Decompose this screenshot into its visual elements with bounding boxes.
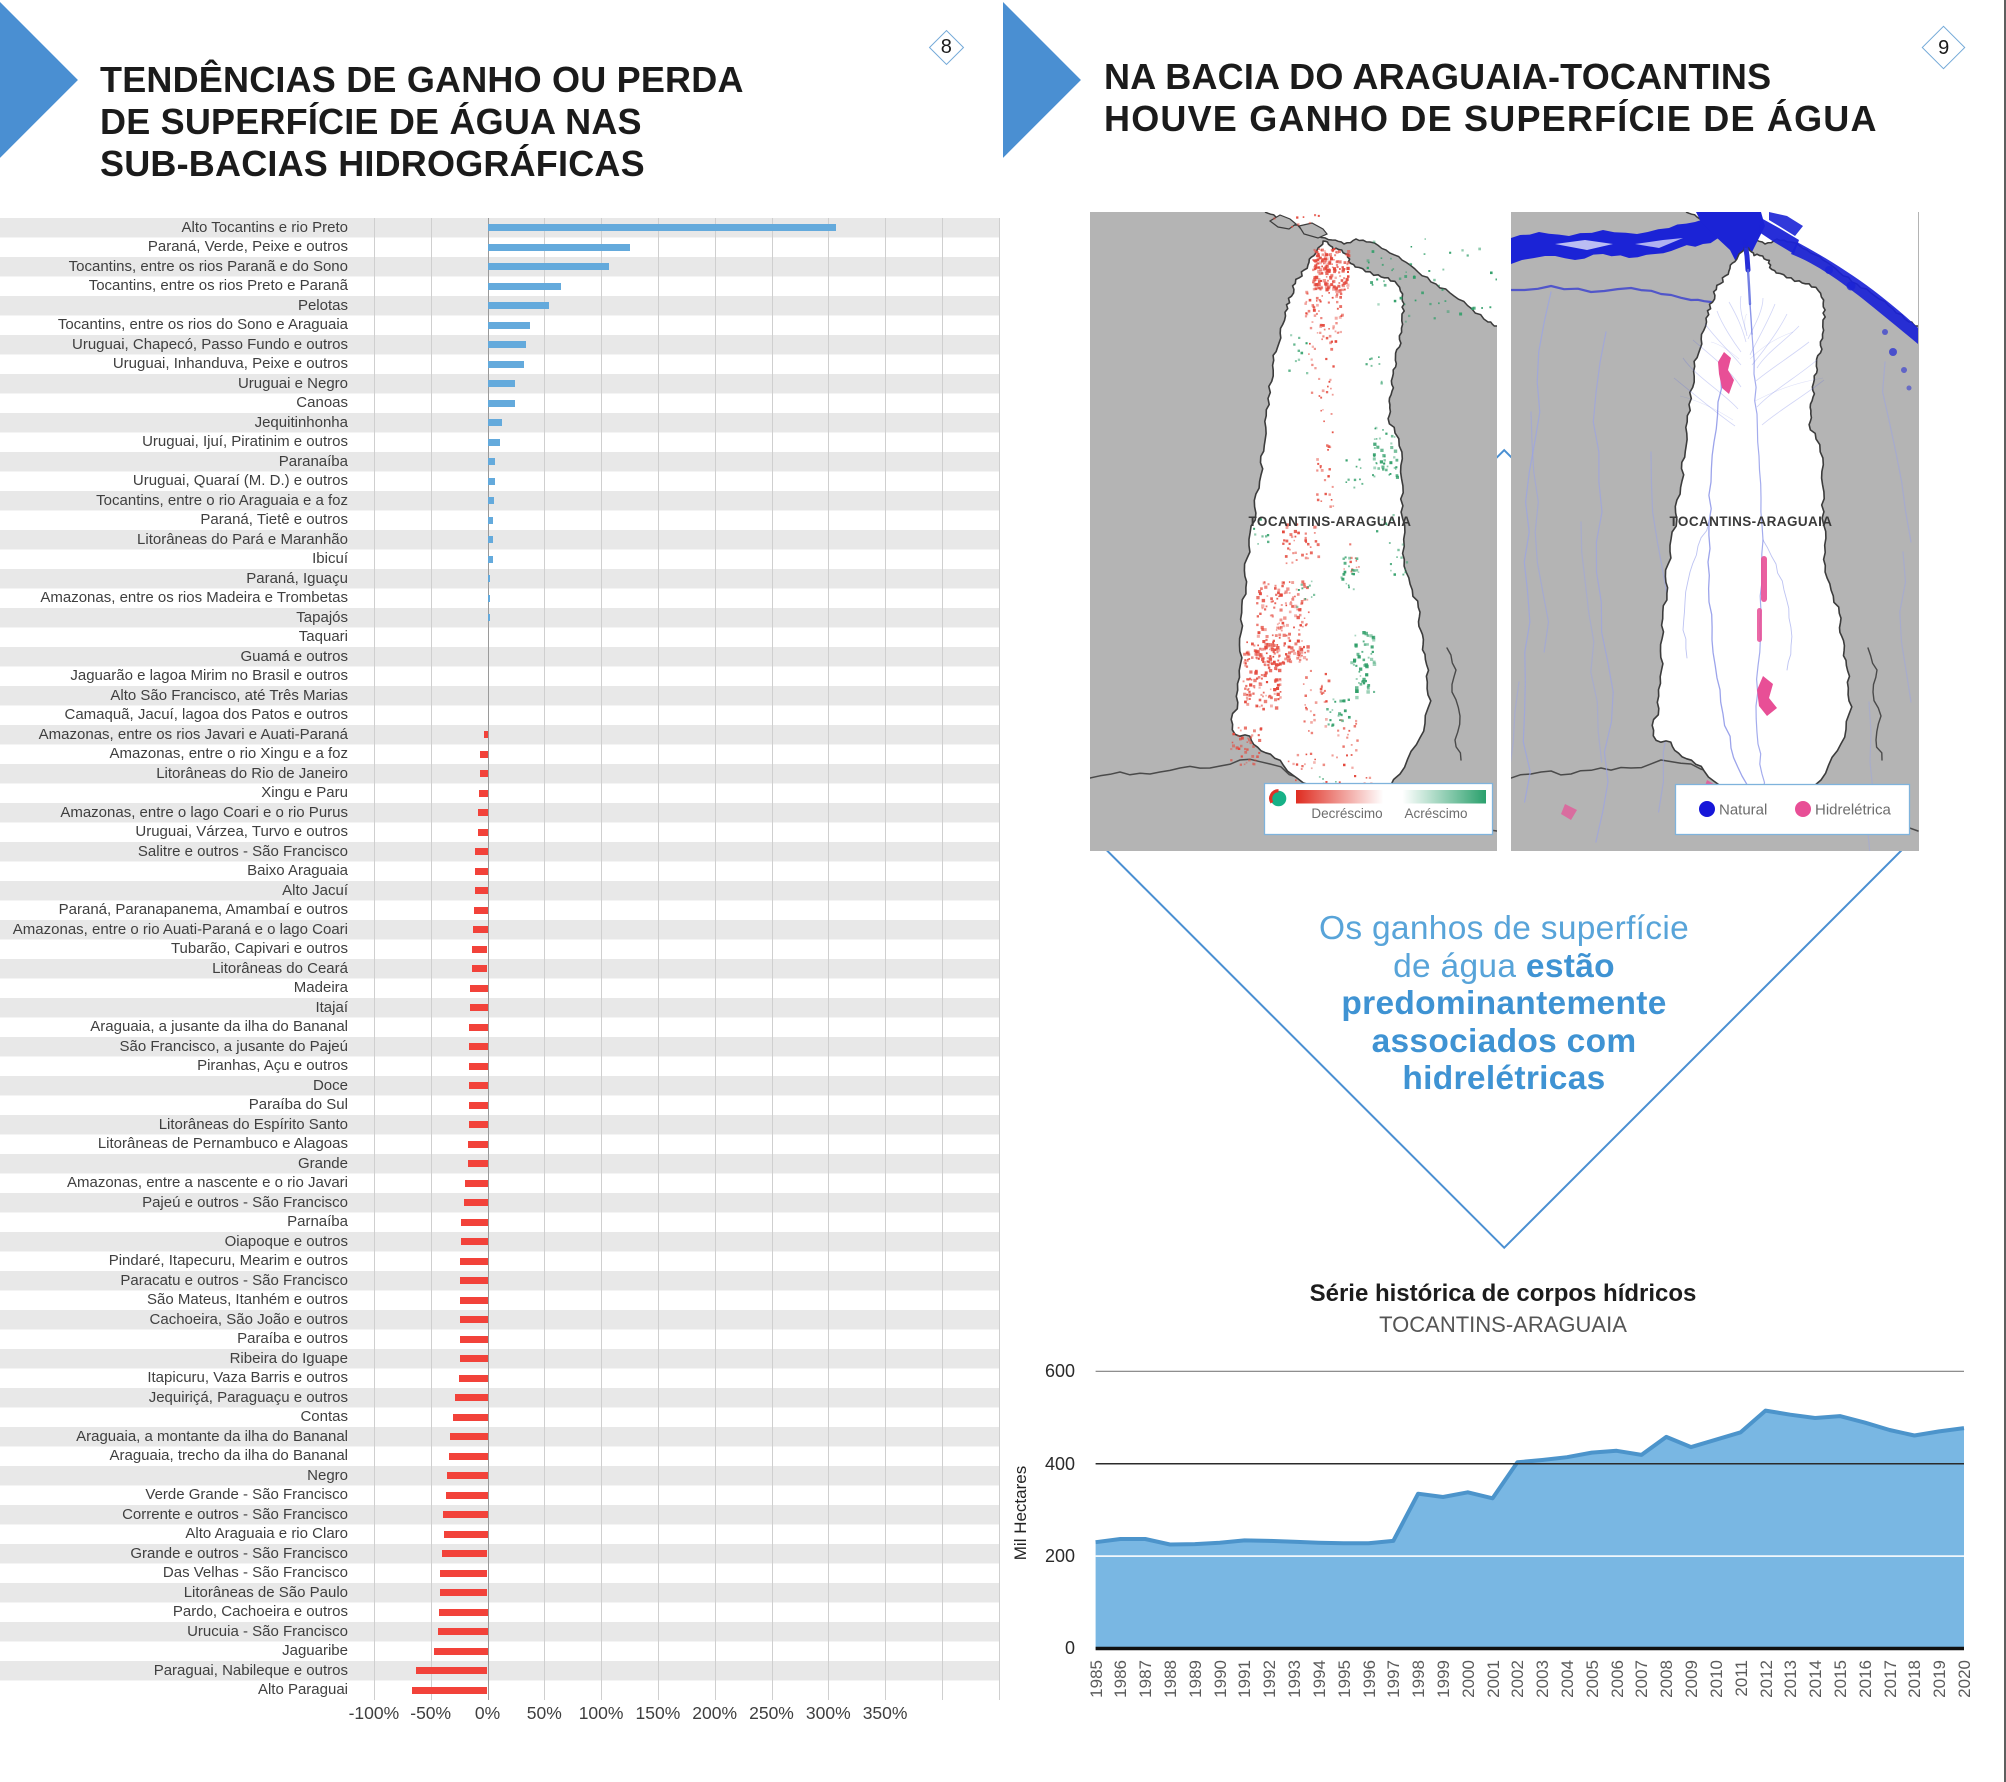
svg-text:1990: 1990 [1211,1660,1230,1698]
svg-text:2016: 2016 [1856,1660,1875,1698]
svg-text:0: 0 [1065,1638,1075,1658]
svg-text:1991: 1991 [1235,1660,1254,1698]
svg-text:2015: 2015 [1831,1660,1850,1698]
svg-text:2001: 2001 [1484,1660,1503,1698]
svg-text:2019: 2019 [1930,1660,1949,1698]
svg-text:Acréscimo: Acréscimo [1404,806,1467,821]
svg-text:Mil Hectares: Mil Hectares [1011,1466,1030,1560]
svg-text:400: 400 [1045,1454,1075,1474]
svg-text:2013: 2013 [1781,1660,1800,1698]
svg-text:2000: 2000 [1459,1660,1478,1698]
svg-text:2003: 2003 [1533,1660,1552,1698]
svg-text:2018: 2018 [1905,1660,1924,1698]
svg-text:Natural: Natural [1719,802,1767,819]
svg-text:2007: 2007 [1632,1660,1651,1698]
svg-text:1996: 1996 [1360,1660,1379,1698]
svg-text:2020: 2020 [1955,1660,1974,1698]
svg-text:2006: 2006 [1608,1660,1627,1698]
svg-text:1995: 1995 [1335,1660,1354,1698]
svg-text:1992: 1992 [1260,1660,1279,1698]
svg-text:2009: 2009 [1682,1660,1701,1698]
svg-text:1997: 1997 [1384,1660,1403,1698]
svg-text:1999: 1999 [1434,1660,1453,1698]
svg-text:1994: 1994 [1310,1660,1329,1698]
svg-text:Decréscimo: Decréscimo [1311,806,1382,821]
svg-text:2005: 2005 [1583,1660,1602,1698]
svg-text:1989: 1989 [1186,1660,1205,1698]
svg-text:2017: 2017 [1881,1660,1900,1698]
svg-text:2014: 2014 [1806,1660,1825,1698]
svg-text:1986: 1986 [1111,1660,1130,1698]
svg-text:2010: 2010 [1707,1660,1726,1698]
svg-text:Hidrelétrica: Hidrelétrica [1815,802,1892,819]
svg-text:1998: 1998 [1409,1660,1428,1698]
svg-text:2008: 2008 [1657,1660,1676,1698]
svg-text:1987: 1987 [1136,1660,1155,1698]
svg-text:2011: 2011 [1732,1660,1751,1697]
svg-text:TOCANTINS-ARAGUAIA: TOCANTINS-ARAGUAIA [1249,514,1412,529]
svg-text:2004: 2004 [1558,1660,1577,1698]
svg-text:1993: 1993 [1285,1660,1304,1698]
svg-text:200: 200 [1045,1546,1075,1566]
svg-text:600: 600 [1045,1361,1075,1381]
svg-text:2012: 2012 [1757,1660,1776,1698]
svg-text:1985: 1985 [1087,1660,1106,1698]
svg-text:1988: 1988 [1161,1660,1180,1698]
svg-text:TOCANTINS-ARAGUAIA: TOCANTINS-ARAGUAIA [1670,514,1833,529]
svg-text:2002: 2002 [1508,1660,1527,1698]
